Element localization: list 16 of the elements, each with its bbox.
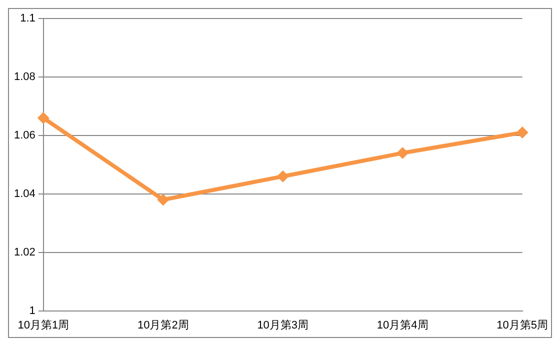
y-tick-label: 1 [29,304,36,317]
x-tick-label: 10月第4周 [376,319,428,332]
x-tick-label: 10月第2周 [137,319,189,332]
x-tick-label: 10月第1周 [18,319,70,332]
y-tick-label: 1.06 [14,130,36,142]
y-tick-label: 1.08 [14,71,36,84]
y-tick-label: 1.04 [14,188,36,200]
point [157,194,170,206]
point [276,170,289,182]
y-tick-label: 1.1 [20,12,36,25]
point [516,126,528,139]
y-tick-label: 1.02 [14,246,36,258]
point [396,147,409,160]
x-tick-label: 10月第5周 [496,319,548,332]
x-tick-label: 10月第3周 [257,319,309,332]
point [37,112,50,124]
